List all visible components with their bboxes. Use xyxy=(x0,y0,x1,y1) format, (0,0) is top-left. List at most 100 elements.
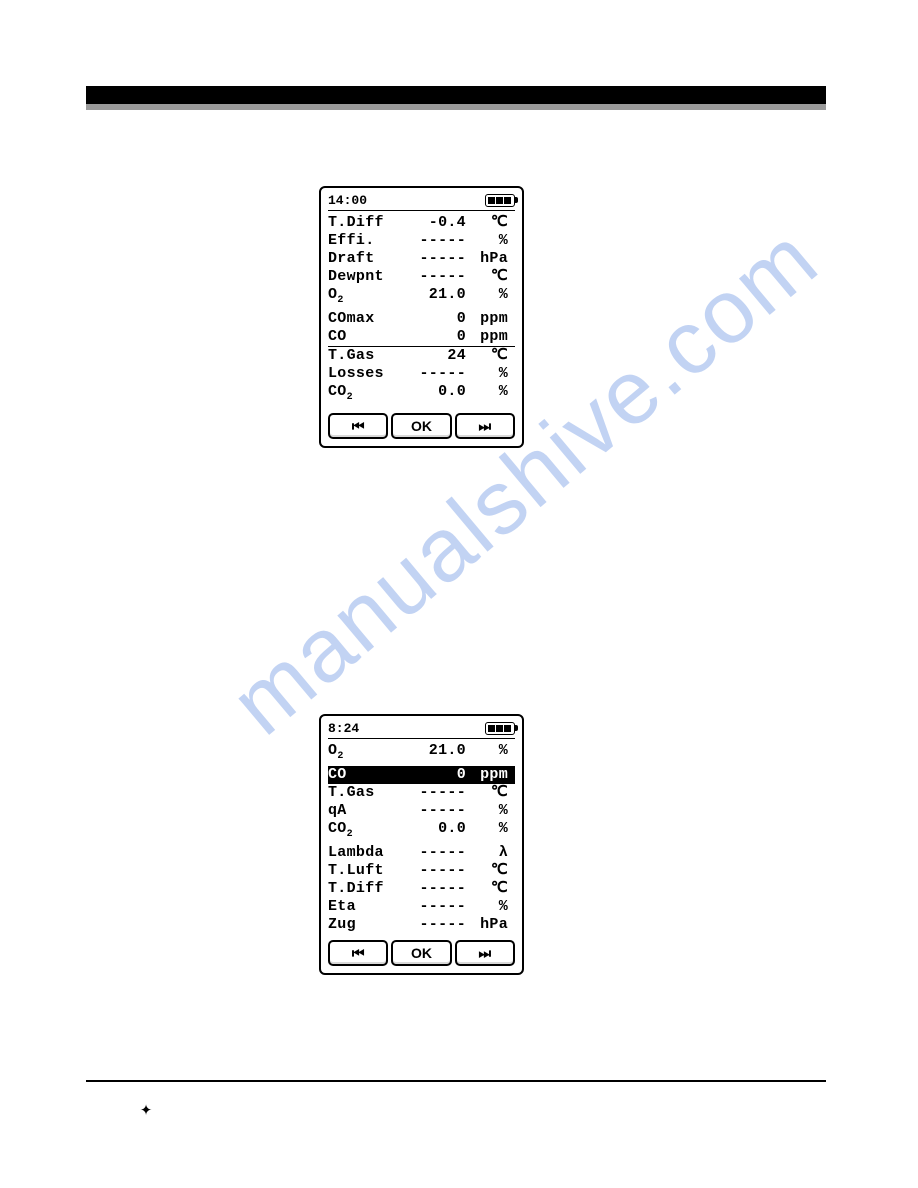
screen-1-rows: T.Diff-0.4℃Effi.-----%Draft-----hPaDewpn… xyxy=(328,214,515,407)
reading-value: 0 xyxy=(406,310,466,328)
footer-logo-icon: ✦ xyxy=(140,1096,152,1122)
reading-row: CO20.0% xyxy=(328,383,515,407)
reading-row: O221.0% xyxy=(328,742,515,766)
device-screen-1: 14:00 T.Diff-0.4℃Effi.-----%Draft-----hP… xyxy=(319,186,524,448)
reading-value: 0 xyxy=(406,328,466,346)
reading-row: CO0ppm xyxy=(328,328,515,347)
screen-2-buttons: ⏮ OK ⏭ xyxy=(328,940,515,966)
reading-unit: % xyxy=(466,383,510,407)
ok-button[interactable]: OK xyxy=(391,940,451,966)
reading-unit: hPa xyxy=(466,250,510,268)
reading-value: -0.4 xyxy=(406,214,466,232)
reading-unit: ℃ xyxy=(466,862,510,880)
reading-row: Effi.-----% xyxy=(328,232,515,250)
reading-value: ----- xyxy=(406,802,466,820)
reading-label: T.Gas xyxy=(328,784,406,802)
reading-label: COmax xyxy=(328,310,406,328)
reading-value: ----- xyxy=(406,268,466,286)
reading-value: 0.0 xyxy=(406,383,466,407)
reading-label: Lambda xyxy=(328,844,406,862)
reading-label: Losses xyxy=(328,365,406,383)
reading-row: Losses-----% xyxy=(328,365,515,383)
reading-value: ----- xyxy=(406,898,466,916)
reading-row: T.Gas24℃ xyxy=(328,347,515,365)
reading-unit: % xyxy=(466,898,510,916)
reading-unit: ℃ xyxy=(466,347,510,365)
reading-label: Draft xyxy=(328,250,406,268)
reading-label: qA xyxy=(328,802,406,820)
reading-value: ----- xyxy=(406,844,466,862)
screen-1-buttons: ⏮ OK ⏭ xyxy=(328,413,515,439)
screen-1-time: 14:00 xyxy=(328,193,367,208)
reading-unit: % xyxy=(466,802,510,820)
reading-value: ----- xyxy=(406,784,466,802)
prev-button[interactable]: ⏮ xyxy=(328,413,388,439)
reading-label: Zug xyxy=(328,916,406,934)
reading-label: T.Diff xyxy=(328,214,406,232)
reading-row: T.Diff-0.4℃ xyxy=(328,214,515,232)
reading-row: Lambda-----λ xyxy=(328,844,515,862)
reading-unit: % xyxy=(466,820,510,844)
reading-row: Draft-----hPa xyxy=(328,250,515,268)
screen-1-header: 14:00 xyxy=(328,193,515,211)
battery-icon xyxy=(485,194,515,207)
reading-row: CO0ppm xyxy=(328,766,515,784)
reading-label: Dewpnt xyxy=(328,268,406,286)
reading-value: ----- xyxy=(406,232,466,250)
reading-unit: ppm xyxy=(466,310,510,328)
reading-row: qA-----% xyxy=(328,802,515,820)
reading-row: CO20.0% xyxy=(328,820,515,844)
prev-button[interactable]: ⏮ xyxy=(328,940,388,966)
reading-label: CO xyxy=(328,766,406,784)
reading-unit: ppm xyxy=(466,766,510,784)
reading-row: T.Luft-----℃ xyxy=(328,862,515,880)
reading-value: 24 xyxy=(406,347,466,365)
reading-label: CO2 xyxy=(328,383,406,407)
watermark-text: manualshive.com xyxy=(212,207,838,755)
header-bar-black xyxy=(86,86,826,104)
next-button[interactable]: ⏭ xyxy=(455,940,515,966)
reading-value: ----- xyxy=(406,880,466,898)
reading-label: O2 xyxy=(328,742,406,766)
reading-label: T.Luft xyxy=(328,862,406,880)
reading-row: O221.0% xyxy=(328,286,515,310)
screen-2-rows: O221.0%CO0ppmT.Gas-----℃qA-----%CO20.0%L… xyxy=(328,742,515,934)
reading-label: Eta xyxy=(328,898,406,916)
ok-button[interactable]: OK xyxy=(391,413,451,439)
reading-unit: λ xyxy=(466,844,510,862)
reading-unit: % xyxy=(466,365,510,383)
reading-unit: % xyxy=(466,742,510,766)
next-button[interactable]: ⏭ xyxy=(455,413,515,439)
screen-2-time: 8:24 xyxy=(328,721,359,736)
reading-label: T.Diff xyxy=(328,880,406,898)
reading-unit: % xyxy=(466,286,510,310)
reading-value: ----- xyxy=(406,916,466,934)
reading-unit: ℃ xyxy=(466,880,510,898)
reading-row: T.Diff-----℃ xyxy=(328,880,515,898)
reading-value: 21.0 xyxy=(406,742,466,766)
reading-value: ----- xyxy=(406,862,466,880)
reading-label: CO xyxy=(328,328,406,346)
reading-value: 0 xyxy=(406,766,466,784)
reading-value: 21.0 xyxy=(406,286,466,310)
reading-value: ----- xyxy=(406,250,466,268)
reading-unit: % xyxy=(466,232,510,250)
reading-unit: ppm xyxy=(466,328,510,346)
reading-label: O2 xyxy=(328,286,406,310)
reading-row: COmax0ppm xyxy=(328,310,515,328)
reading-unit: ℃ xyxy=(466,784,510,802)
footer-rule xyxy=(86,1080,826,1082)
device-screen-2: 8:24 O221.0%CO0ppmT.Gas-----℃qA-----%CO2… xyxy=(319,714,524,975)
reading-value: ----- xyxy=(406,365,466,383)
reading-row: Zug-----hPa xyxy=(328,916,515,934)
reading-label: Effi. xyxy=(328,232,406,250)
reading-label: CO2 xyxy=(328,820,406,844)
header-bar-gray xyxy=(86,104,826,110)
reading-value: 0.0 xyxy=(406,820,466,844)
reading-label: T.Gas xyxy=(328,347,406,365)
reading-row: T.Gas-----℃ xyxy=(328,784,515,802)
battery-icon xyxy=(485,722,515,735)
reading-row: Eta-----% xyxy=(328,898,515,916)
reading-row: Dewpnt-----℃ xyxy=(328,268,515,286)
screen-2-header: 8:24 xyxy=(328,721,515,739)
